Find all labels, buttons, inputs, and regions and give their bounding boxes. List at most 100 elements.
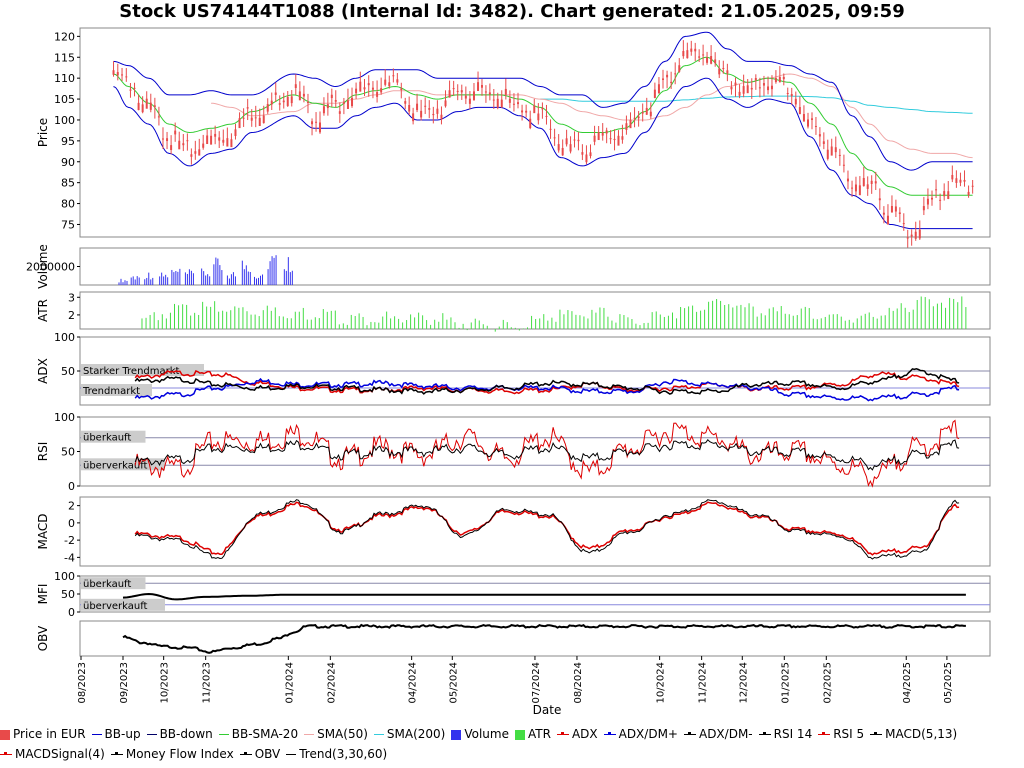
legend-swatch	[91, 734, 102, 735]
price-candle	[878, 198, 881, 201]
price-candle	[726, 70, 729, 74]
price-candle	[412, 113, 415, 122]
price-candle	[842, 164, 845, 166]
price-ytick-label: 115	[54, 51, 75, 64]
x-tick-label: 01/2025	[780, 662, 791, 704]
price-candle	[472, 91, 475, 101]
price-candle	[174, 130, 177, 135]
price-candle	[710, 56, 713, 64]
price-candle	[153, 105, 156, 107]
price-ytick-label: 90	[61, 156, 75, 169]
mfi-overbought-label-bg	[81, 577, 146, 590]
price-candle	[351, 97, 354, 107]
legend-swatch	[0, 752, 12, 755]
price-candle	[814, 125, 817, 127]
legend-item: BB-up	[91, 724, 141, 744]
price-candle	[392, 75, 395, 77]
price-candle	[218, 137, 221, 141]
macd-ytick-label: -4	[64, 551, 75, 564]
macd-ytick-label: 0	[68, 517, 75, 530]
price-panel-frame	[79, 27, 991, 238]
price-candle	[577, 139, 580, 142]
price-candle	[943, 191, 946, 197]
price-candle	[963, 179, 966, 182]
legend-label: Volume	[464, 727, 509, 741]
mfi-panel-ylabel: MFI	[36, 584, 50, 605]
sma50-line	[211, 73, 973, 159]
price-candle	[262, 115, 265, 124]
price-candle	[890, 205, 893, 213]
price-candle	[690, 48, 693, 52]
price-candle	[947, 191, 950, 200]
price-candle	[290, 96, 293, 104]
price-candle	[202, 143, 205, 148]
price-candle	[730, 86, 733, 90]
price-candle	[662, 78, 665, 80]
rsi-ytick-label: 50	[61, 446, 75, 459]
price-candle	[549, 128, 552, 130]
mfi-line	[122, 592, 966, 601]
price-candle	[315, 121, 318, 123]
price-candle	[145, 98, 148, 109]
price-candle	[306, 102, 309, 104]
x-tick-label: 10/2024	[656, 662, 667, 704]
price-candle	[926, 198, 929, 205]
price-candle	[246, 107, 249, 109]
legend-swatch	[239, 752, 252, 755]
legend-swatch	[373, 734, 384, 735]
price-candle	[166, 138, 169, 142]
legend-item: MACDSignal(4)	[0, 744, 105, 764]
price-candle	[613, 138, 616, 141]
price-candle	[637, 116, 640, 119]
legend-swatch	[304, 734, 315, 735]
adx-strong-label-bg	[81, 364, 204, 376]
price-candle	[129, 89, 132, 91]
rsi-overbought-label-bg	[81, 430, 146, 443]
price-candle	[286, 96, 289, 106]
price-candle	[250, 117, 253, 121]
price-candle	[210, 135, 213, 145]
price-candle	[460, 90, 463, 93]
legend-label: MACDSignal(4)	[15, 747, 105, 761]
rsi-oversold-label: überverkauft	[83, 460, 148, 471]
legend-swatch	[146, 734, 157, 735]
price-candle	[633, 117, 636, 119]
price-candle	[782, 76, 785, 80]
price-candle	[371, 87, 374, 90]
price-candle	[420, 110, 423, 118]
price-candle	[834, 147, 837, 153]
legend-label: BB-up	[104, 727, 141, 741]
adx-strong-label: Starker Trendmarkt	[83, 366, 180, 377]
price-candle	[416, 103, 419, 111]
price-candle	[222, 139, 225, 143]
adx-trend-label-bg	[81, 384, 152, 396]
legend-item: SMA(200)	[373, 724, 445, 744]
adx-dmplus-line	[134, 377, 960, 402]
bb-sma-line	[113, 56, 973, 196]
price-candle	[569, 144, 572, 152]
price-candle	[384, 79, 387, 85]
price-candle	[670, 81, 673, 83]
price-candle	[939, 199, 942, 201]
legend-swatch	[218, 734, 229, 735]
price-candle	[678, 65, 681, 72]
price-candle	[738, 91, 741, 96]
price-candle	[149, 102, 152, 110]
legend-item: Price in EUR	[0, 724, 86, 744]
price-candle	[464, 95, 467, 99]
price-candle	[754, 78, 757, 81]
adx-trend-label: Trendmarkt	[82, 386, 140, 397]
legend-label: Money Flow Index	[125, 747, 234, 761]
price-candle	[866, 184, 869, 189]
price-candle	[918, 229, 921, 239]
price-candle	[363, 87, 366, 90]
price-candle	[593, 135, 596, 142]
legend-item: ADX	[556, 724, 598, 744]
price-candle	[178, 140, 181, 150]
price-candle	[617, 135, 620, 146]
price-candle	[367, 83, 370, 86]
price-candle	[802, 114, 805, 122]
legend-swatch	[683, 732, 696, 735]
macd-ytick-label: -2	[64, 534, 75, 547]
legend-swatch	[758, 732, 771, 735]
